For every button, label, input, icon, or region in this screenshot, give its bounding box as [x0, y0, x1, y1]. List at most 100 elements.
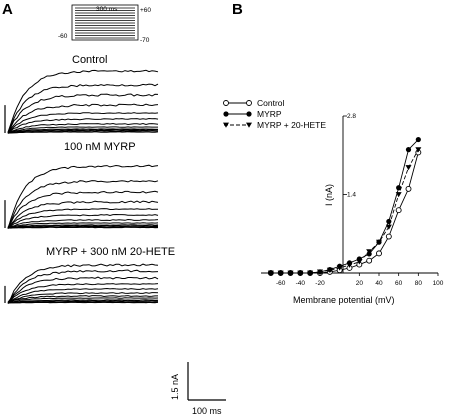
current-trace: [7, 190, 159, 229]
current-trace: [7, 224, 159, 229]
x-tick-label: 60: [395, 280, 403, 287]
condition-label-control: Control: [72, 54, 107, 66]
y-ticks: 1.4 2.8: [343, 113, 356, 199]
data-point: [336, 265, 343, 271]
current-trace: [7, 218, 159, 229]
x-tick-label: 100: [433, 280, 444, 287]
data-point: [346, 262, 353, 268]
data-point: [297, 270, 304, 276]
y-tick-label: 1.4: [347, 192, 356, 199]
legend-label: MYRP + 20-HETE: [257, 120, 326, 130]
data-point: [223, 111, 229, 117]
protocol-top-label: +60: [140, 7, 151, 14]
scale-bar-time-label: 100 ms: [192, 406, 222, 416]
current-trace: [7, 269, 159, 303]
current-trace: [7, 179, 159, 228]
iv-chart: -60 -40 -20 20 40 60 80 100 1.4 2.8 Membrane pot…: [261, 113, 444, 305]
data-point: [405, 185, 412, 192]
data-point: [223, 100, 229, 106]
current-trace: [7, 263, 159, 304]
data-point: [415, 147, 422, 153]
current-trace: [7, 200, 159, 229]
condition-label-myrp: 100 nM MYRP: [64, 141, 136, 153]
series-2: [268, 136, 421, 276]
x-tick-label: 20: [356, 280, 364, 287]
data-point: [267, 270, 274, 276]
data-point: [366, 249, 373, 255]
data-point: [317, 269, 323, 275]
panel-b-letter: B: [232, 1, 243, 18]
scale-bar: 1.5 nA 100 ms: [170, 362, 226, 416]
series-3: [267, 147, 422, 276]
data-point: [307, 270, 314, 276]
voltage-protocol: 300 ms +60 -60 -70: [58, 4, 151, 44]
x-tick-label: -20: [315, 280, 325, 287]
series-lines: [267, 136, 422, 276]
current-trace: [7, 83, 159, 133]
data-point: [396, 185, 402, 191]
current-traces: [4, 69, 159, 304]
current-trace: [7, 300, 159, 304]
scale-bar-current-label: 1.5 nA: [170, 374, 180, 400]
current-trace: [7, 129, 159, 134]
x-tick-label: 40: [375, 280, 383, 287]
data-point: [277, 270, 284, 276]
data-point: [246, 100, 252, 106]
protocol-steps: [75, 7, 135, 39]
x-ticks: -60 -40 -20 20 40 60 80 100: [276, 273, 444, 287]
x-axis-label: Membrane potential (mV): [293, 295, 395, 305]
protocol-right-label: -70: [140, 37, 150, 44]
current-trace: [7, 299, 159, 304]
data-point: [287, 270, 294, 276]
series-line: [270, 149, 419, 274]
data-point: [395, 207, 402, 214]
current-trace: [7, 276, 159, 303]
data-point: [385, 224, 392, 230]
legend-label: Control: [257, 98, 285, 108]
y-axis-label: I (nA): [324, 184, 334, 206]
data-point: [246, 111, 252, 117]
current-trace: [7, 295, 158, 304]
protocol-box: [71, 4, 139, 41]
data-point: [385, 233, 392, 240]
legend-label: MYRP: [257, 109, 282, 119]
data-point: [405, 165, 412, 171]
current-trace: [7, 69, 159, 133]
data-point: [356, 259, 363, 265]
protocol-left-label: -60: [58, 33, 68, 40]
current-trace: [7, 131, 159, 134]
current-trace: [7, 128, 158, 134]
current-trace: [7, 117, 159, 134]
current-trace: [7, 226, 159, 229]
current-trace: [7, 126, 158, 134]
current-trace: [7, 213, 159, 229]
current-trace: [7, 130, 159, 134]
x-tick-label: -60: [276, 280, 286, 287]
current-trace: [7, 287, 159, 304]
current-trace: [7, 103, 159, 134]
current-trace: [7, 208, 158, 229]
data-point: [366, 257, 373, 264]
y-tick-label: 2.8: [347, 113, 356, 120]
current-trace: [7, 292, 159, 304]
series-1: [267, 149, 422, 276]
trace-group-2: [4, 164, 159, 230]
data-point: [395, 192, 402, 198]
data-point: [246, 122, 252, 128]
data-point: [326, 267, 333, 273]
data-point: [376, 239, 382, 245]
current-trace: [7, 222, 159, 229]
trace-group-3: [4, 263, 159, 304]
protocol-duration-label: 300 ms: [96, 6, 118, 13]
x-tick-label: -40: [296, 280, 306, 287]
trace-group-1: [4, 69, 159, 134]
series-line: [270, 152, 419, 274]
data-point: [415, 136, 421, 143]
current-trace: [7, 225, 159, 229]
current-trace: [7, 93, 159, 134]
legend-item: MYRP: [223, 109, 282, 119]
panel-a-letter: A: [2, 1, 13, 18]
current-trace: [7, 301, 159, 304]
current-trace: [7, 283, 159, 304]
